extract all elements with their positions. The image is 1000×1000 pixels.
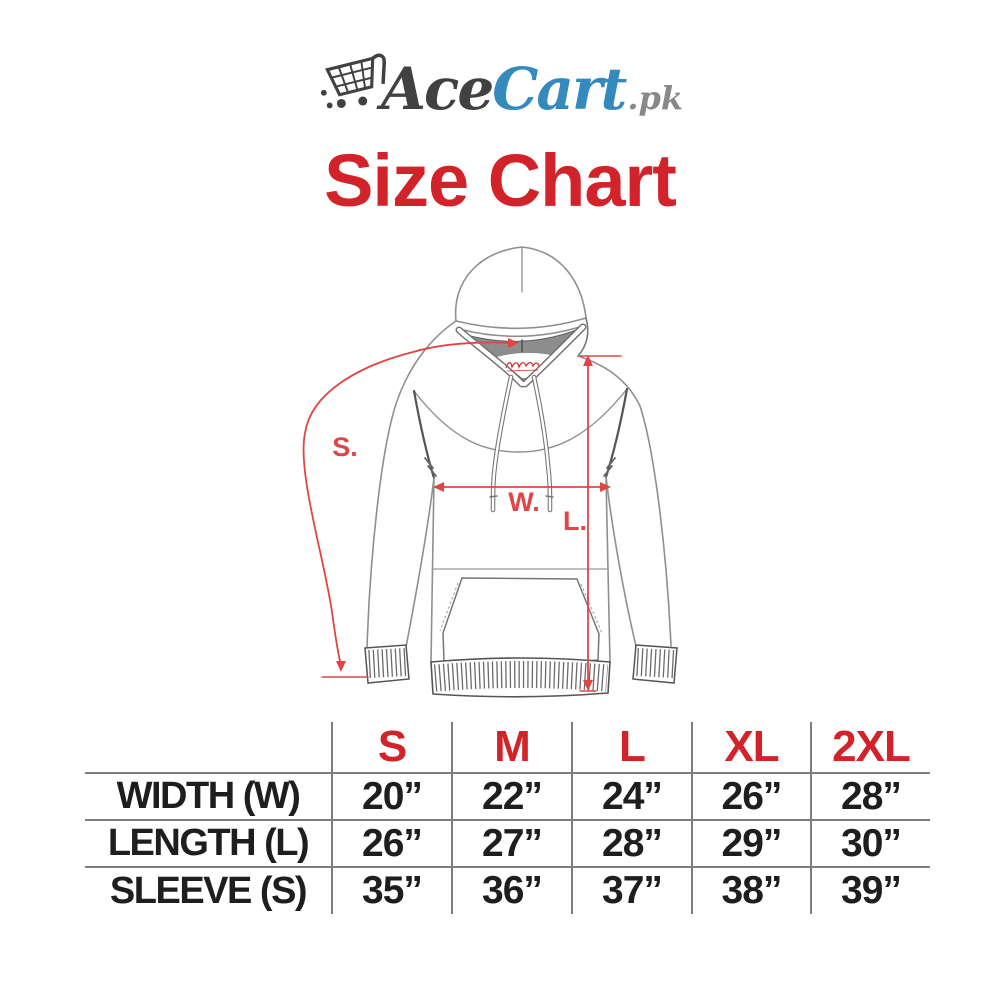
logo-text-pk: .pk	[627, 79, 683, 117]
logo-text-cart: Cart	[492, 55, 627, 123]
page-title: Size Chart	[324, 139, 677, 222]
hoodie-outline	[366, 246, 672, 663]
width-measure-label: W.	[508, 487, 540, 517]
length-value-l: 28”	[571, 820, 692, 867]
size-column-header-l: L	[571, 722, 692, 773]
width-value-xl: 26”	[691, 773, 811, 820]
length-value-m: 27”	[451, 820, 572, 867]
sleeve-cuffs	[364, 644, 678, 684]
table-row-width: WIDTH (W) 20” 22” 24” 26” 28”	[85, 773, 930, 820]
brand-logo-text: Ace Cart .pk	[381, 60, 683, 118]
brand-logo: Ace Cart .pk	[0, 38, 1000, 118]
row-label-length: LENGTH (L)	[107, 822, 310, 864]
width-value-l: 24”	[571, 773, 692, 820]
sleeve-measure-label: S.	[332, 432, 358, 462]
length-value-xl: 29”	[691, 820, 811, 867]
length-value-2xl: 30”	[810, 820, 930, 867]
table-row-length: LENGTH (L) 26” 27” 28” 29” 30”	[85, 820, 930, 867]
row-label-sleeve: SLEEVE (S)	[109, 869, 308, 912]
measurement-arrowheads	[336, 338, 611, 691]
hood-brand-script-icon	[505, 362, 540, 372]
width-value-s: 20”	[331, 773, 452, 820]
size-column-header-s: S	[331, 722, 452, 773]
table-corner-cell	[85, 722, 332, 773]
shopping-cart-icon	[320, 53, 386, 109]
hem-band	[430, 657, 611, 698]
size-column-header-xl: XL	[691, 722, 811, 773]
sleeve-value-xl: 38”	[691, 867, 811, 914]
drawstrings	[489, 374, 554, 513]
measurement-annotations	[302, 341, 622, 692]
hoodie-diagram: S. W. L.	[302, 246, 678, 698]
sleeve-value-l: 37”	[571, 867, 692, 914]
size-column-header-m: M	[451, 722, 572, 773]
row-label-width: WIDTH (W)	[116, 775, 301, 817]
length-measure-label: L.	[563, 506, 587, 536]
size-table: S M L XL 2XL WIDTH (W) 20” 22” 24” 26” 2…	[85, 722, 930, 914]
logo-text-ace: Ace	[381, 55, 494, 123]
sleeve-value-2xl: 39”	[810, 867, 930, 914]
size-column-header-2xl: 2XL	[810, 722, 930, 773]
length-value-s: 26”	[331, 820, 452, 867]
width-value-m: 22”	[451, 773, 572, 820]
table-row-sleeve: SLEEVE (S) 35” 36” 37” 38” 39”	[85, 867, 930, 914]
kangaroo-pocket	[439, 577, 603, 664]
size-header-row: S M L XL 2XL	[85, 722, 930, 773]
sleeve-value-s: 35”	[331, 867, 452, 914]
width-value-2xl: 28”	[810, 773, 930, 820]
sleeve-value-m: 36”	[451, 867, 572, 914]
